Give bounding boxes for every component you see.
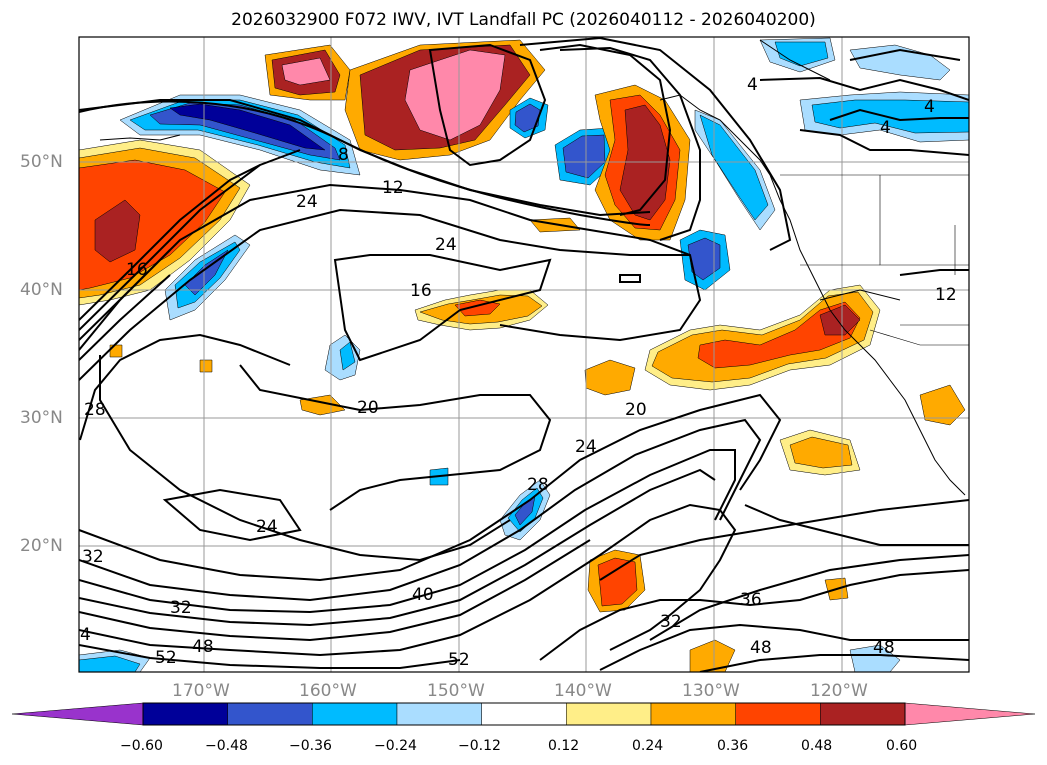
graticule [79, 37, 969, 672]
colorbar-cell [566, 702, 652, 726]
coastlines [99, 39, 966, 496]
colorbar-tick-label: −0.60 [120, 738, 163, 754]
contour-label: 20 [625, 400, 647, 420]
iwv-contours [79, 37, 969, 672]
lon-label: 150°W [427, 681, 485, 701]
lon-label: 130°W [682, 681, 740, 701]
colorbar-tick-label: 0.24 [632, 738, 664, 754]
lat-label: 20°N [20, 536, 63, 556]
colorbar-cell [227, 702, 313, 726]
colorbar-cell [142, 702, 228, 726]
contour-label: 28 [527, 475, 549, 495]
colorbar-tick-label: 0.12 [548, 738, 580, 754]
map-plot: 8 12 24 24 16 16 20 20 24 28 28 24 32 32… [78, 36, 970, 673]
colorbar-extend-high [904, 702, 1036, 726]
contour-label: 32 [660, 612, 682, 632]
colorbar-tick-label: 0.60 [886, 738, 918, 754]
contour-label: 24 [575, 437, 597, 457]
contour-label: 20 [357, 398, 379, 418]
contour-label: 48 [873, 638, 895, 658]
colorbar-tick-label: −0.24 [374, 738, 417, 754]
contour-label: 4 [80, 625, 91, 645]
colorbar-frame [142, 702, 906, 726]
contour-label: 12 [935, 285, 957, 305]
contour-label: 48 [750, 638, 772, 658]
colorbar-cell [481, 702, 567, 726]
colorbar-tick-label: −0.12 [458, 738, 501, 754]
contour-label: 24 [435, 235, 457, 255]
colorbar-tick-label: −0.48 [205, 738, 248, 754]
contour-label: 40 [412, 585, 434, 605]
colorbar-cell [650, 702, 736, 726]
lat-label: 40°N [20, 280, 63, 300]
contour-label: 52 [448, 650, 470, 670]
contour-label: 4 [880, 118, 891, 138]
contour-label: 32 [170, 598, 192, 618]
contour-label: 52 [155, 648, 177, 668]
political-borders [780, 174, 969, 346]
contour-label: 16 [410, 281, 432, 301]
contour-label: 24 [256, 517, 278, 537]
plot-frame [78, 36, 970, 673]
contour-label: 16 [126, 260, 148, 280]
colorbar-tick-label: −0.36 [289, 738, 332, 754]
contour-label: 4 [924, 97, 935, 117]
colorbar-cell [735, 702, 821, 726]
ivt-shading [79, 37, 969, 672]
contour-label: 36 [740, 590, 762, 610]
colorbar-tick-label: 0.36 [717, 738, 749, 754]
lon-label: 170°W [172, 681, 230, 701]
colorbar-cell [820, 702, 906, 726]
colorbar-cell [396, 702, 482, 726]
contour-label: 4 [747, 75, 758, 95]
contour-label: 12 [382, 178, 404, 198]
contour-label: 48 [192, 637, 214, 657]
contour-label-group: 8 12 24 24 16 16 20 20 24 28 28 24 32 32… [80, 75, 957, 670]
contour-label: 32 [82, 547, 104, 567]
lon-label: 140°W [554, 681, 612, 701]
colorbar-extend-low [11, 702, 144, 726]
lon-label: 160°W [299, 681, 357, 701]
lat-label: 50°N [20, 152, 63, 172]
contour-label: 8 [338, 145, 349, 165]
map-title: 2026032900 F072 IWV, IVT Landfall PC (20… [231, 10, 816, 30]
lat-label: 30°N [20, 408, 63, 428]
colorbar-tick-label: 0.48 [801, 738, 833, 754]
contour-label: 24 [296, 192, 318, 212]
contour-label: 28 [84, 400, 106, 420]
colorbar-cell [312, 702, 398, 726]
lon-label: 120°W [810, 681, 868, 701]
